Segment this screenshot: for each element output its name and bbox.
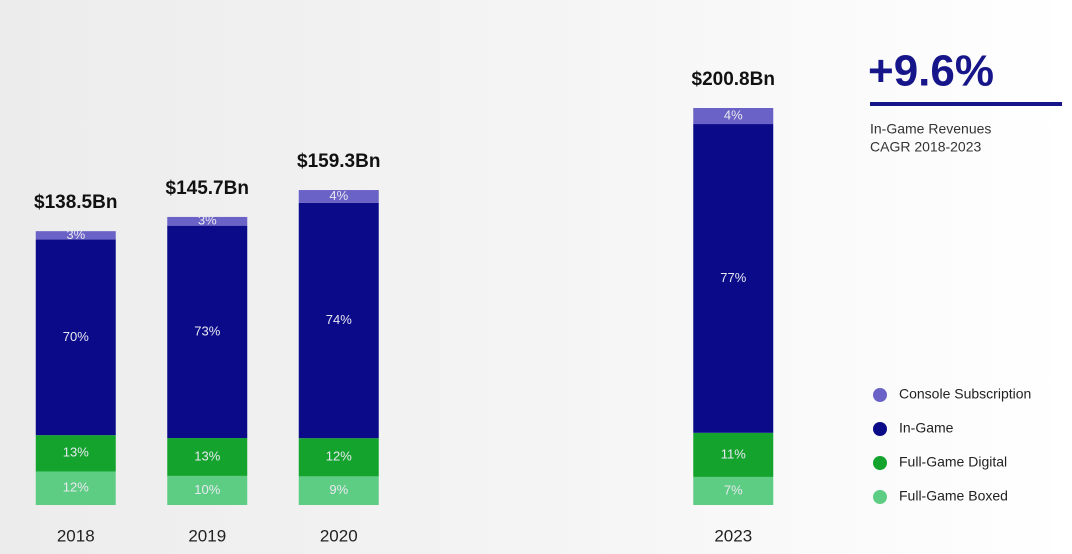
legend-label: Full-Game Digital [899,454,1007,470]
segment-label: 11% [721,446,746,461]
bar-segment [693,124,774,433]
segment-label: 3% [66,227,85,242]
segment-label: 7% [724,482,743,497]
legend-label: Full-Game Boxed [899,488,1008,504]
x-tick-label: 2020 [320,526,358,545]
segment-label: 4% [724,107,743,122]
callout: +9.6% [868,47,994,96]
segment-label: 9% [329,482,348,497]
bar-segment [167,216,248,226]
segment-label: 70% [63,329,89,344]
legend-swatch [873,388,887,402]
total-label: $159.3Bn [297,151,380,172]
bar-segment [35,231,116,240]
bar-segment [35,239,116,436]
bar-segment [693,476,774,505]
bar-segment [35,435,116,472]
callout-text: In-Game Revenues [870,121,991,137]
segment-label: 77% [720,270,746,285]
segment-label: 4% [329,188,348,203]
bar-segment [693,432,774,477]
segment-label: 13% [63,445,89,460]
segment-label: 73% [194,323,220,338]
x-tick-label: 2023 [714,526,752,545]
bar-segment [298,438,379,477]
bar-segment [298,202,379,439]
bar-segment [693,108,774,125]
legend-swatch [873,456,887,470]
bar-segment [298,190,379,203]
segment-label: 12% [63,480,89,495]
legend-swatch [873,490,887,504]
callout-rule [870,102,1062,106]
segment-label: 10% [194,482,220,497]
legend-swatch [873,422,887,436]
bar-segment [167,475,248,505]
total-label: $200.8Bn [692,69,775,90]
bar-segment [35,471,116,505]
x-tick-label: 2019 [188,526,226,545]
segment-label: 13% [194,448,220,463]
total-label: $145.7Bn [166,178,249,199]
callout-text: CAGR 2018-2023 [870,139,982,155]
bar-segment [167,438,248,476]
total-label: $138.5Bn [34,192,117,213]
legend-label: In-Game [899,420,954,436]
bar-segment [298,476,379,505]
x-tick-label: 2018 [57,526,95,545]
segment-label: 74% [326,312,352,327]
legend-label: Console Subscription [899,386,1031,402]
bar-segment [167,225,248,439]
segment-label: 12% [326,449,352,464]
segment-label: 3% [198,213,217,228]
